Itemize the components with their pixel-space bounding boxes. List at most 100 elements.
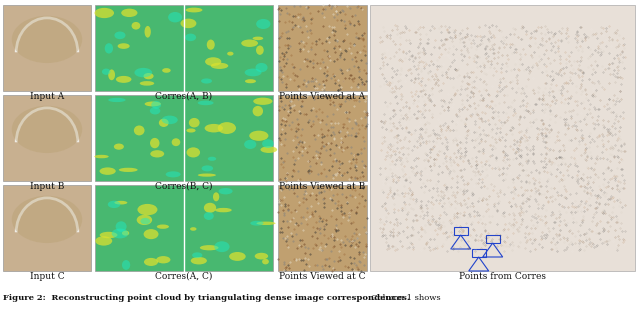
Ellipse shape [12, 106, 82, 153]
Text: Points Viewed at A: Points Viewed at A [280, 92, 365, 101]
Ellipse shape [150, 150, 164, 157]
Text: Input B: Input B [30, 182, 64, 191]
Bar [278, 185, 367, 271]
Ellipse shape [253, 37, 263, 40]
Ellipse shape [114, 144, 124, 150]
Ellipse shape [138, 204, 157, 215]
Ellipse shape [95, 8, 114, 18]
Ellipse shape [205, 57, 221, 66]
Ellipse shape [198, 100, 214, 105]
Ellipse shape [218, 122, 236, 134]
Ellipse shape [215, 208, 232, 212]
Ellipse shape [208, 157, 216, 161]
Ellipse shape [202, 165, 213, 171]
Ellipse shape [244, 68, 262, 76]
Ellipse shape [253, 106, 263, 116]
Ellipse shape [144, 258, 158, 266]
Ellipse shape [119, 168, 138, 172]
Ellipse shape [186, 147, 200, 157]
Ellipse shape [185, 34, 196, 41]
Ellipse shape [150, 107, 161, 114]
Ellipse shape [189, 118, 200, 128]
Bar [95, 95, 273, 181]
Text: Corres(A, B): Corres(A, B) [156, 92, 212, 101]
Bar [3, 5, 91, 91]
Ellipse shape [205, 124, 223, 132]
Ellipse shape [227, 52, 234, 56]
Ellipse shape [229, 252, 246, 261]
Ellipse shape [145, 26, 151, 38]
Text: Figure 2:  Reconstructing point cloud by triangulating dense image correspondenc: Figure 2: Reconstructing point cloud by … [3, 294, 410, 302]
Ellipse shape [116, 221, 127, 232]
Bar [95, 5, 273, 91]
Ellipse shape [191, 257, 207, 264]
Ellipse shape [143, 73, 154, 79]
Ellipse shape [162, 116, 178, 124]
Ellipse shape [116, 76, 131, 83]
Ellipse shape [159, 119, 169, 127]
Ellipse shape [100, 167, 116, 175]
Bar [95, 185, 273, 271]
Ellipse shape [132, 22, 140, 30]
Text: Input C: Input C [29, 272, 64, 281]
Ellipse shape [241, 39, 258, 47]
Ellipse shape [108, 69, 115, 80]
Text: Corres(B, C): Corres(B, C) [156, 182, 212, 191]
Ellipse shape [121, 9, 138, 17]
Ellipse shape [198, 174, 216, 177]
Ellipse shape [200, 245, 218, 250]
Bar [454, 227, 468, 235]
Ellipse shape [145, 101, 161, 106]
Ellipse shape [211, 63, 228, 69]
Bar [278, 5, 367, 91]
Ellipse shape [108, 201, 120, 208]
Ellipse shape [250, 221, 264, 225]
Ellipse shape [143, 229, 159, 239]
Ellipse shape [249, 131, 268, 141]
Ellipse shape [134, 68, 152, 77]
Ellipse shape [115, 31, 125, 39]
Ellipse shape [245, 79, 256, 83]
Ellipse shape [172, 138, 180, 146]
Ellipse shape [256, 45, 264, 55]
Ellipse shape [102, 68, 110, 75]
Text: Points Viewed at C: Points Viewed at C [279, 272, 365, 281]
Ellipse shape [214, 241, 230, 252]
Bar [370, 5, 635, 271]
Ellipse shape [213, 192, 220, 201]
Ellipse shape [94, 155, 109, 158]
Ellipse shape [150, 138, 159, 148]
Ellipse shape [186, 128, 196, 132]
Ellipse shape [190, 227, 196, 231]
Ellipse shape [255, 63, 268, 72]
Ellipse shape [122, 231, 129, 236]
Ellipse shape [137, 215, 152, 225]
Ellipse shape [168, 12, 182, 22]
Text: Corres(A, C): Corres(A, C) [156, 272, 212, 281]
Ellipse shape [95, 236, 112, 246]
Ellipse shape [12, 16, 82, 63]
Text: Column 1 shows: Column 1 shows [366, 294, 440, 302]
Ellipse shape [105, 43, 113, 53]
Ellipse shape [140, 81, 154, 86]
Ellipse shape [12, 196, 82, 243]
Ellipse shape [244, 140, 257, 149]
Ellipse shape [204, 203, 216, 213]
Ellipse shape [256, 19, 271, 29]
Ellipse shape [192, 252, 202, 258]
Ellipse shape [204, 212, 214, 220]
Ellipse shape [262, 259, 269, 264]
Ellipse shape [162, 68, 171, 73]
Ellipse shape [180, 19, 196, 28]
Ellipse shape [156, 256, 170, 263]
Ellipse shape [255, 253, 268, 259]
Ellipse shape [257, 221, 276, 225]
Ellipse shape [166, 171, 180, 177]
Text: Points from Corres: Points from Corres [459, 272, 546, 281]
Ellipse shape [218, 188, 232, 194]
Ellipse shape [262, 139, 274, 148]
Bar [3, 95, 91, 181]
Bar [278, 95, 367, 181]
Ellipse shape [151, 101, 161, 109]
Ellipse shape [253, 98, 273, 105]
